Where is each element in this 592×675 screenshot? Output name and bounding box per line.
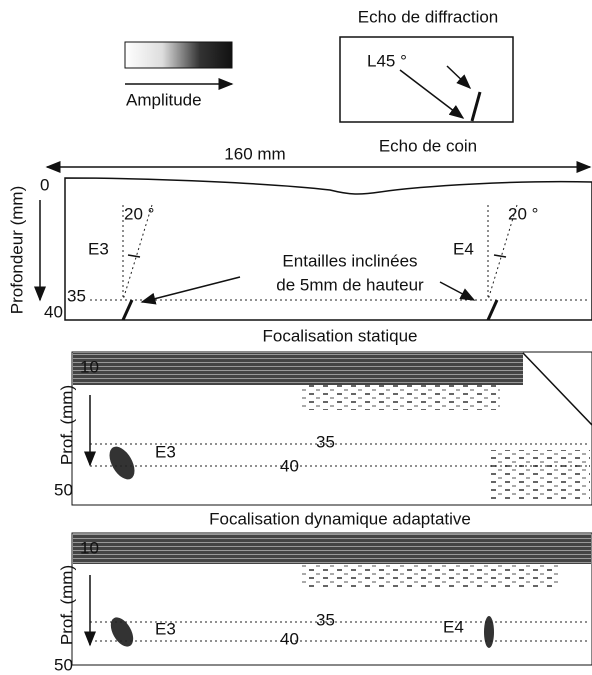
y-axis-label: Profondeur (mm) — [7, 186, 26, 314]
edge — [522, 352, 592, 426]
echo-blob — [109, 446, 135, 480]
legend-label: Amplitude — [126, 90, 202, 109]
y-axis-label: Prof. (mm) — [57, 565, 76, 645]
inset-title: Echo de diffraction — [358, 7, 499, 26]
angle: 20 ° — [124, 204, 154, 223]
notch — [486, 299, 499, 321]
depth-top: 10 — [80, 538, 99, 557]
notch-label: E3 — [155, 442, 176, 461]
notch — [470, 91, 482, 122]
depth-top: 0 — [40, 175, 49, 194]
interface-echo — [73, 534, 591, 564]
inset-angle: L45 ° — [367, 51, 407, 70]
interface-echo — [73, 353, 523, 385]
speckle — [490, 450, 590, 500]
inset-caption: Echo de coin — [379, 136, 477, 155]
notch-text: de 5mm de hauteur — [276, 275, 424, 294]
panel-title: Focalisation dynamique adaptative — [209, 509, 471, 528]
depth-top: 10 — [80, 357, 99, 376]
guide — [122, 204, 153, 301]
notch-label: E4 — [453, 239, 474, 258]
notch-label: E4 — [443, 617, 464, 636]
inset-box — [339, 36, 514, 123]
arrow — [399, 69, 465, 119]
panel-title: Focalisation statique — [263, 326, 418, 345]
depth-mark: 35 — [316, 610, 335, 629]
arrow — [439, 281, 476, 301]
y-axis-label: Prof. (mm) — [57, 385, 76, 465]
amplitude-bar — [124, 41, 233, 69]
notch-label: E3 — [155, 619, 176, 638]
echo-blob — [110, 617, 134, 647]
speckle — [300, 564, 560, 589]
depth-bottom: 50 — [54, 480, 73, 499]
arrow — [446, 65, 472, 90]
depth-mark: 35 — [67, 286, 86, 305]
angle: 20 ° — [508, 204, 538, 223]
specimen — [64, 177, 592, 321]
notch — [121, 299, 134, 321]
width-label: 160 mm — [224, 144, 285, 163]
depth-bottom: 50 — [54, 655, 73, 674]
depth-mark: 35 — [316, 432, 335, 451]
depth-mark: 40 — [280, 456, 299, 475]
notch-text: Entailles inclinées — [282, 251, 417, 270]
guide — [487, 204, 518, 301]
arrow — [140, 276, 241, 305]
tick — [493, 254, 507, 258]
depth-mark: 40 — [280, 629, 299, 648]
notch-label: E3 — [88, 239, 109, 258]
depth-bottom: 40 — [44, 302, 63, 321]
speckle — [300, 385, 500, 410]
tick — [127, 254, 141, 258]
echo-blob — [484, 616, 494, 648]
